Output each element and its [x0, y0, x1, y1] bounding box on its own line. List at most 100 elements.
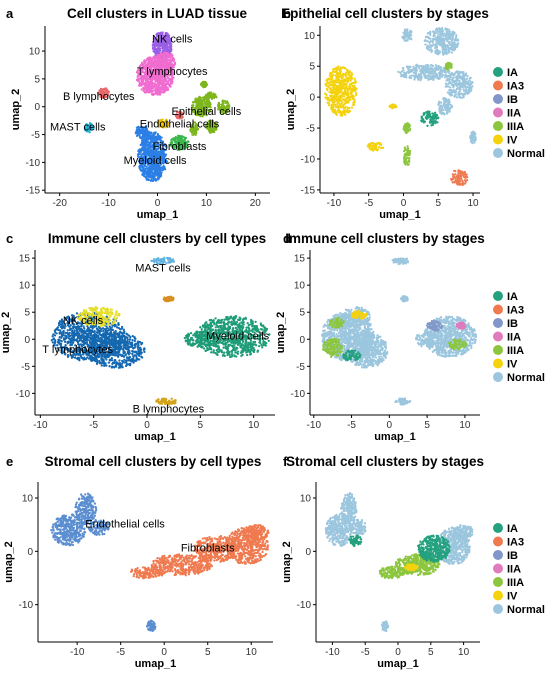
- data-point: [429, 37, 432, 40]
- data-point: [463, 93, 467, 96]
- data-point: [154, 168, 157, 171]
- data-point: [165, 56, 168, 59]
- data-point: [203, 99, 206, 102]
- data-point: [345, 110, 349, 113]
- data-point: [413, 71, 417, 74]
- data-point: [453, 72, 457, 75]
- data-point: [462, 85, 465, 88]
- cluster-annotation: Fibroblasts: [153, 141, 207, 153]
- cluster: [437, 96, 454, 116]
- data-point: [156, 132, 159, 136]
- data-point: [330, 98, 333, 101]
- data-point: [152, 86, 155, 89]
- data-point: [144, 153, 148, 157]
- data-point: [402, 69, 405, 72]
- data-point: [336, 105, 339, 108]
- data-point: [341, 66, 345, 69]
- data-point: [141, 162, 144, 165]
- data-point: [150, 80, 153, 83]
- data-point: [140, 136, 143, 139]
- data-point: [462, 71, 465, 74]
- data-point: [143, 71, 146, 74]
- data-point: [351, 95, 355, 98]
- data-point: [151, 174, 154, 178]
- data-point: [408, 129, 411, 132]
- data-point: [165, 59, 168, 62]
- data-point: [451, 84, 454, 87]
- data-point: [448, 43, 452, 47]
- data-point: [342, 79, 345, 82]
- data-point: [427, 78, 430, 81]
- data-point: [464, 176, 467, 179]
- data-point: [98, 89, 101, 92]
- data-point: [458, 176, 461, 180]
- data-point: [435, 31, 438, 34]
- data-point: [158, 76, 161, 79]
- data-point: [159, 31, 162, 34]
- data-point: [202, 80, 206, 83]
- data-point: [444, 85, 447, 88]
- data-point: [178, 139, 181, 142]
- data-point: [433, 71, 436, 74]
- data-point: [455, 75, 458, 78]
- data-point: [140, 128, 143, 132]
- x-tick-label: -20: [52, 198, 67, 209]
- data-point: [162, 161, 165, 164]
- data-point: [185, 141, 188, 144]
- data-point: [379, 143, 383, 146]
- data-point: [153, 175, 156, 178]
- data-point: [452, 33, 455, 36]
- data-point: [339, 114, 343, 117]
- x-tick-label: 0: [155, 198, 161, 209]
- data-point: [418, 65, 421, 68]
- data-point: [153, 44, 156, 47]
- data-point: [90, 124, 93, 127]
- data-point: [473, 132, 477, 135]
- data-point: [151, 166, 154, 169]
- data-point: [353, 84, 356, 88]
- data-point: [406, 28, 409, 31]
- data-point: [147, 144, 151, 147]
- data-point: [154, 56, 157, 59]
- data-point: [148, 83, 151, 86]
- data-point: [443, 46, 446, 49]
- panel-letter: a: [6, 6, 14, 21]
- data-point: [335, 80, 338, 83]
- data-point: [406, 145, 409, 148]
- data-point: [157, 146, 160, 149]
- data-point: [417, 74, 421, 77]
- data-point: [155, 148, 159, 151]
- data-point: [372, 144, 376, 147]
- data-point: [446, 34, 449, 37]
- data-point: [447, 51, 450, 54]
- data-point: [410, 30, 413, 34]
- data-point: [163, 157, 166, 160]
- data-point: [137, 74, 140, 77]
- data-point: [170, 81, 174, 85]
- data-point: [449, 81, 452, 84]
- data-point: [168, 40, 171, 43]
- data-point: [145, 85, 148, 89]
- data-point: [426, 67, 430, 70]
- data-point: [428, 41, 431, 44]
- data-point: [452, 43, 456, 46]
- data-point: [422, 121, 426, 124]
- data-point: [337, 97, 340, 101]
- data-point: [403, 159, 406, 162]
- data-point: [192, 101, 195, 104]
- data-point: [160, 90, 163, 93]
- data-point: [142, 127, 145, 130]
- data-point: [453, 169, 456, 173]
- data-point: [154, 48, 157, 52]
- y-tick-label: -5: [31, 130, 40, 141]
- data-point: [460, 171, 464, 175]
- data-point: [464, 180, 467, 184]
- data-point: [153, 59, 156, 62]
- data-point: [450, 73, 453, 77]
- data-point: [197, 101, 200, 104]
- data-point: [164, 40, 167, 43]
- data-point: [150, 139, 153, 142]
- data-point: [163, 53, 166, 56]
- data-point: [169, 50, 172, 53]
- y-tick-label: 10: [29, 47, 41, 58]
